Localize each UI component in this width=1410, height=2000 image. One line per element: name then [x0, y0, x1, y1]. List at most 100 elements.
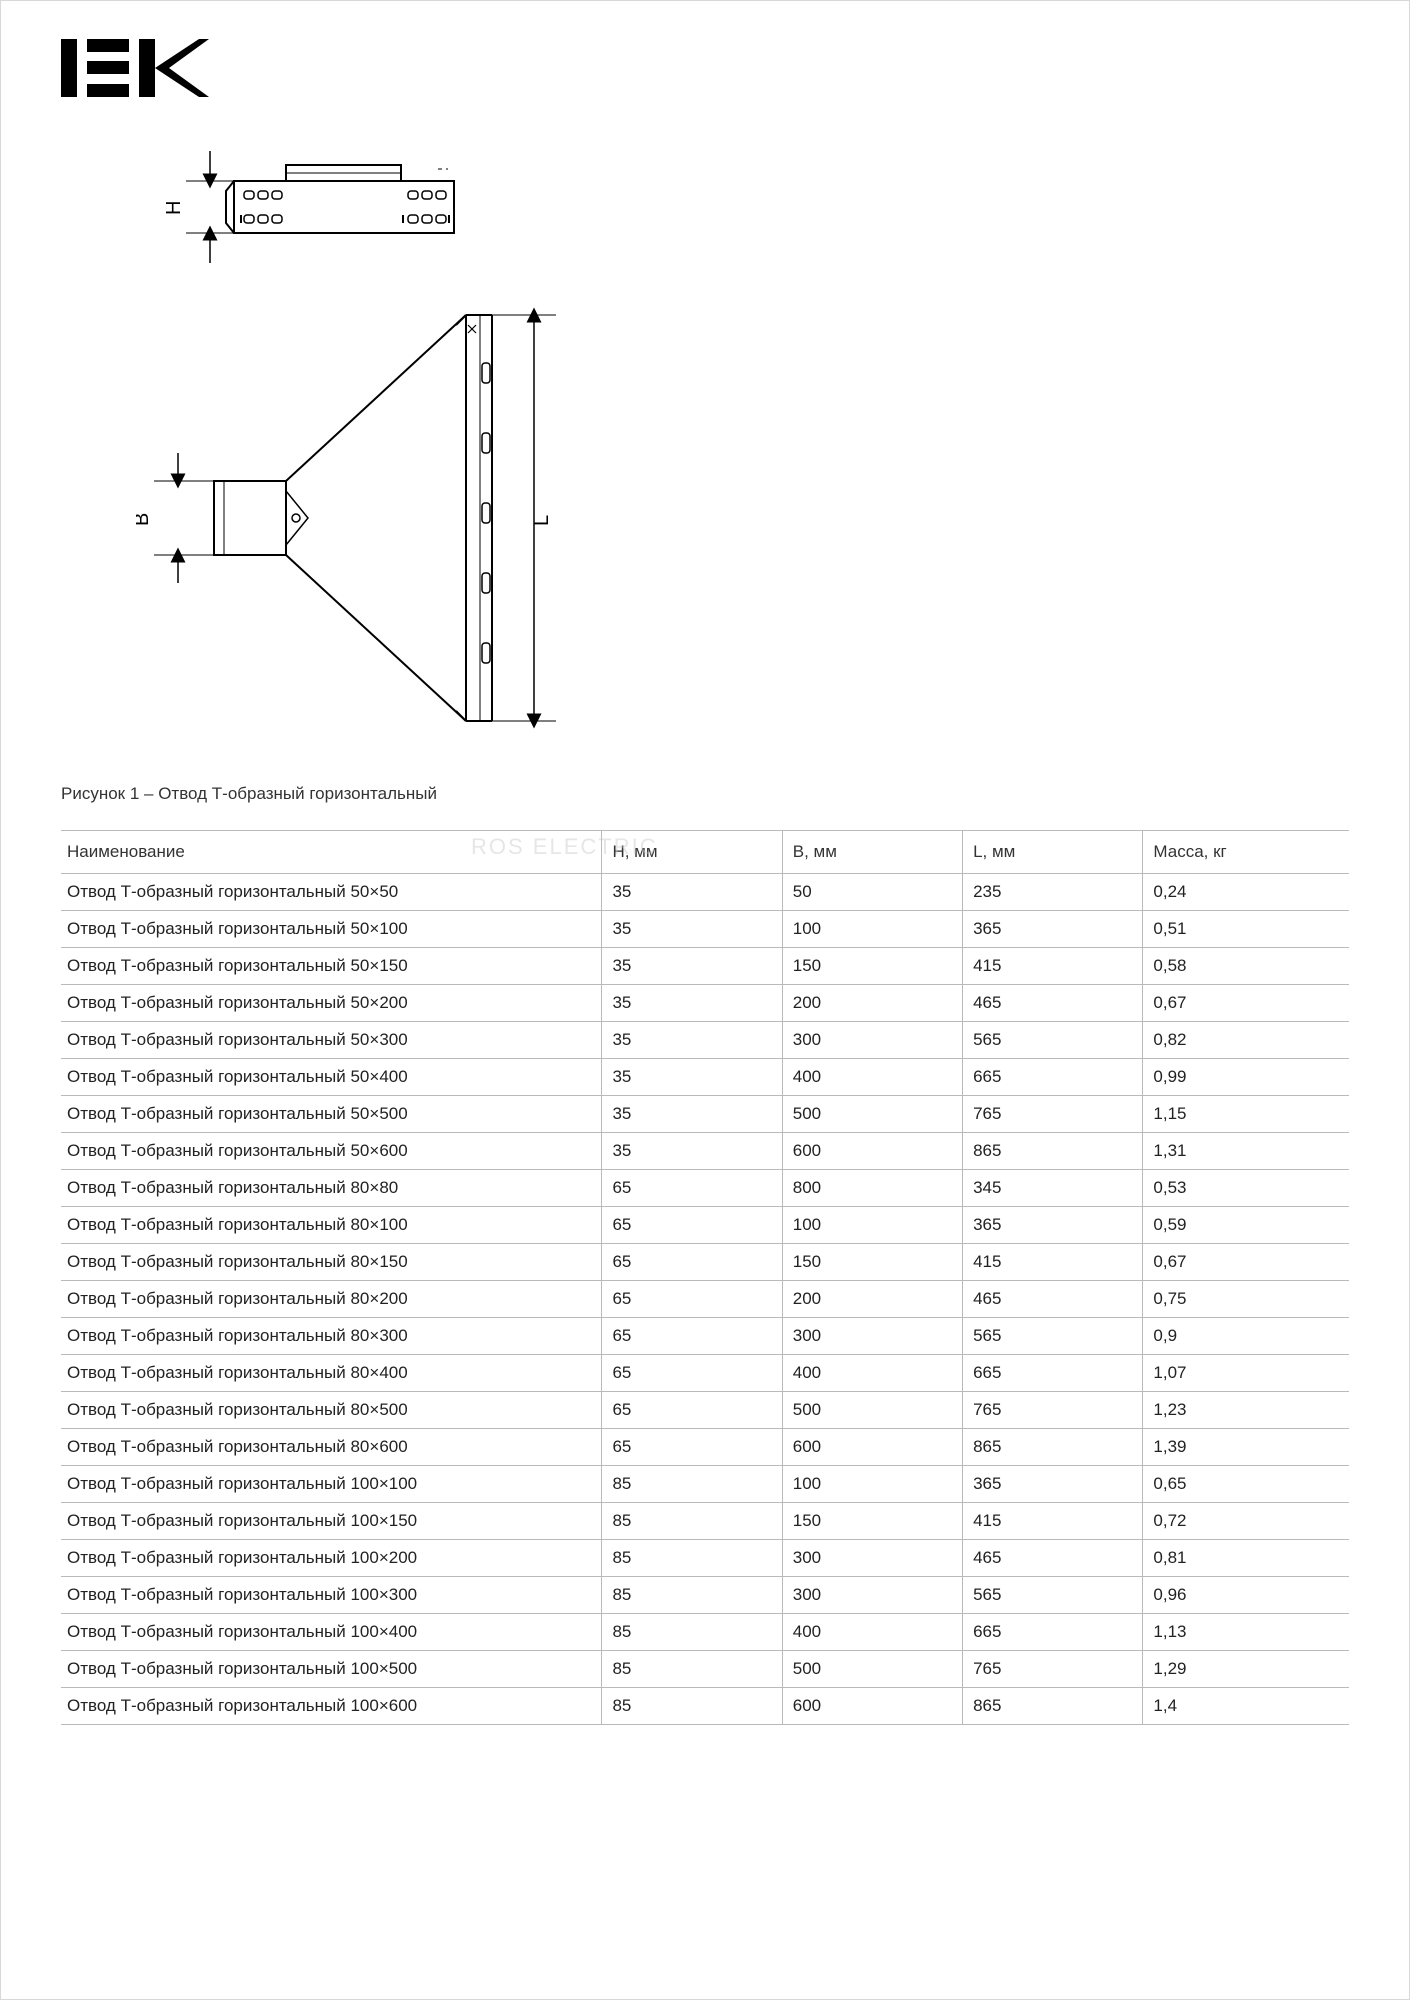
cell-value: 415 [963, 1503, 1143, 1540]
cell-value: 35 [602, 985, 782, 1022]
cell-value: 365 [963, 1207, 1143, 1244]
cell-value: 365 [963, 1466, 1143, 1503]
cell-value: 765 [963, 1096, 1143, 1133]
cell-value: 65 [602, 1244, 782, 1281]
cell-name: Отвод Т-образный горизонтальный 100×150 [61, 1503, 602, 1540]
cell-value: 35 [602, 1133, 782, 1170]
cell-value: 0,99 [1143, 1059, 1349, 1096]
cell-value: 35 [602, 1096, 782, 1133]
col-b: B, мм [782, 831, 962, 874]
cell-name: Отвод Т-образный горизонтальный 80×500 [61, 1392, 602, 1429]
cell-value: 400 [782, 1614, 962, 1651]
cell-value: 235 [963, 874, 1143, 911]
cell-value: 1,15 [1143, 1096, 1349, 1133]
table-row: Отвод Т-образный горизонтальный 100×4008… [61, 1614, 1349, 1651]
table-row: Отвод Т-образный горизонтальный 80×60065… [61, 1429, 1349, 1466]
table-row: Отвод Т-образный горизонтальный 80×40065… [61, 1355, 1349, 1392]
table-row: Отвод Т-образный горизонтальный 80×20065… [61, 1281, 1349, 1318]
cell-value: 65 [602, 1170, 782, 1207]
table-row: Отвод Т-образный горизонтальный 100×1508… [61, 1503, 1349, 1540]
table-row: Отвод Т-образный горизонтальный 100×5008… [61, 1651, 1349, 1688]
cell-value: 765 [963, 1392, 1143, 1429]
dim-label-b: B [136, 513, 153, 526]
cell-value: 600 [782, 1133, 962, 1170]
cell-name: Отвод Т-образный горизонтальный 80×100 [61, 1207, 602, 1244]
cell-name: Отвод Т-образный горизонтальный 50×200 [61, 985, 602, 1022]
spec-table-wrap: ROS ELECTRIC Наименование H, мм B, мм L,… [61, 830, 1349, 1725]
cell-name: Отвод Т-образный горизонтальный 50×400 [61, 1059, 602, 1096]
cell-name: Отвод Т-образный горизонтальный 80×150 [61, 1244, 602, 1281]
table-row: Отвод Т-образный горизонтальный 80×80658… [61, 1170, 1349, 1207]
cell-value: 150 [782, 1503, 962, 1540]
cell-name: Отвод Т-образный горизонтальный 80×300 [61, 1318, 602, 1355]
table-header-row: Наименование H, мм B, мм L, мм Масса, кг [61, 831, 1349, 874]
cell-value: 35 [602, 1022, 782, 1059]
cell-value: 65 [602, 1207, 782, 1244]
cell-value: 65 [602, 1392, 782, 1429]
cell-name: Отвод Т-образный горизонтальный 50×150 [61, 948, 602, 985]
cell-value: 65 [602, 1429, 782, 1466]
cell-value: 600 [782, 1688, 962, 1725]
cell-value: 85 [602, 1466, 782, 1503]
cell-value: 85 [602, 1577, 782, 1614]
cell-value: 1,31 [1143, 1133, 1349, 1170]
cell-value: 1,4 [1143, 1688, 1349, 1725]
table-row: Отвод Т-образный горизонтальный 50×40035… [61, 1059, 1349, 1096]
figure-caption: Рисунок 1 – Отвод Т-образный горизонталь… [61, 784, 1349, 804]
cell-value: 665 [963, 1614, 1143, 1651]
cell-value: 0,51 [1143, 911, 1349, 948]
cell-value: 600 [782, 1429, 962, 1466]
cell-value: 65 [602, 1318, 782, 1355]
page: H [0, 0, 1410, 2000]
table-row: Отвод Т-образный горизонтальный 100×3008… [61, 1577, 1349, 1614]
cell-value: 0,67 [1143, 1244, 1349, 1281]
cell-value: 415 [963, 948, 1143, 985]
col-mass: Масса, кг [1143, 831, 1349, 874]
cell-value: 800 [782, 1170, 962, 1207]
cell-value: 865 [963, 1429, 1143, 1466]
cell-value: 0,82 [1143, 1022, 1349, 1059]
cell-name: Отвод Т-образный горизонтальный 80×80 [61, 1170, 602, 1207]
cell-value: 465 [963, 985, 1143, 1022]
cell-name: Отвод Т-образный горизонтальный 50×500 [61, 1096, 602, 1133]
cell-value: 300 [782, 1540, 962, 1577]
col-name: Наименование [61, 831, 602, 874]
cell-value: 665 [963, 1059, 1143, 1096]
cell-value: 865 [963, 1133, 1143, 1170]
cell-value: 0,75 [1143, 1281, 1349, 1318]
cell-value: 865 [963, 1688, 1143, 1725]
cell-name: Отвод Т-образный горизонтальный 100×200 [61, 1540, 602, 1577]
cell-value: 35 [602, 874, 782, 911]
cell-value: 85 [602, 1503, 782, 1540]
cell-value: 465 [963, 1281, 1143, 1318]
cell-value: 85 [602, 1688, 782, 1725]
cell-name: Отвод Т-образный горизонтальный 50×100 [61, 911, 602, 948]
cell-name: Отвод Т-образный горизонтальный 100×400 [61, 1614, 602, 1651]
table-row: Отвод Т-образный горизонтальный 50×50355… [61, 874, 1349, 911]
cell-value: 0,72 [1143, 1503, 1349, 1540]
table-row: Отвод Т-образный горизонтальный 80×50065… [61, 1392, 1349, 1429]
spec-table: Наименование H, мм B, мм L, мм Масса, кг… [61, 830, 1349, 1725]
table-row: Отвод Т-образный горизонтальный 80×15065… [61, 1244, 1349, 1281]
cell-value: 0,58 [1143, 948, 1349, 985]
dim-label-l: L [531, 515, 553, 526]
col-l: L, мм [963, 831, 1143, 874]
iek-logo-svg [61, 39, 209, 97]
cell-value: 35 [602, 948, 782, 985]
cell-name: Отвод Т-образный горизонтальный 100×300 [61, 1577, 602, 1614]
cell-value: 300 [782, 1318, 962, 1355]
cell-value: 565 [963, 1318, 1143, 1355]
cell-value: 500 [782, 1096, 962, 1133]
technical-diagram: H [136, 143, 1349, 758]
cell-value: 200 [782, 985, 962, 1022]
cell-name: Отвод Т-образный горизонтальный 80×400 [61, 1355, 602, 1392]
cell-value: 765 [963, 1651, 1143, 1688]
cell-value: 0,9 [1143, 1318, 1349, 1355]
cell-value: 65 [602, 1281, 782, 1318]
cell-value: 100 [782, 1207, 962, 1244]
cell-value: 200 [782, 1281, 962, 1318]
cell-value: 565 [963, 1022, 1143, 1059]
table-row: Отвод Т-образный горизонтальный 50×30035… [61, 1022, 1349, 1059]
cell-value: 100 [782, 1466, 962, 1503]
table-row: Отвод Т-образный горизонтальный 50×20035… [61, 985, 1349, 1022]
